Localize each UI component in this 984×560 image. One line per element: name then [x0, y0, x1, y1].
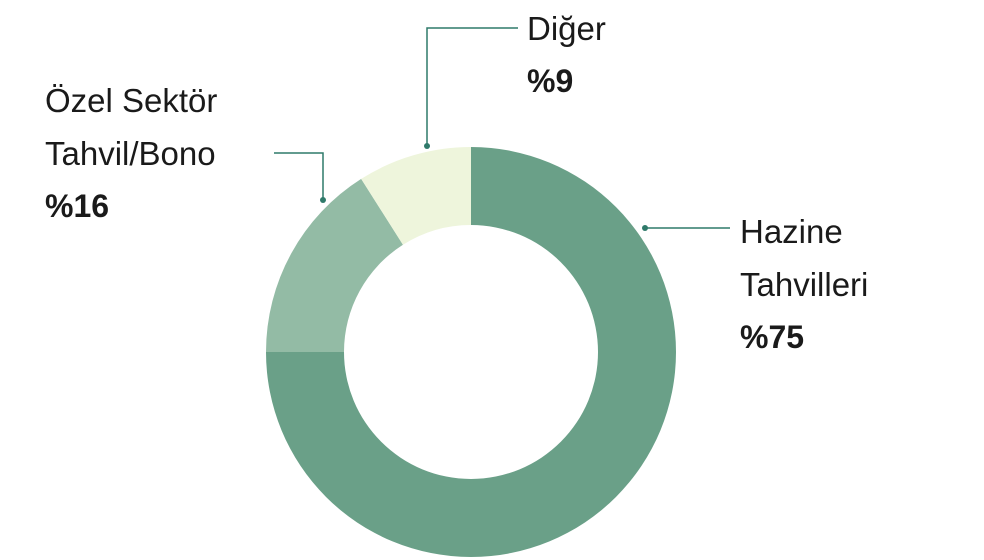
- leader-line: [274, 152, 324, 200]
- donut-slice: [266, 147, 676, 557]
- label-value: %75: [740, 319, 805, 355]
- label-name: Özel Sektör Tahvil/Bono: [45, 82, 218, 172]
- label: Özel Sektör Tahvil/Bono %16: [45, 74, 280, 233]
- donut-slice: [266, 178, 403, 352]
- label-name: Hazine Tahvilleri: [740, 213, 869, 303]
- leader-dot: [424, 143, 430, 149]
- label: Hazine Tahvilleri %75: [740, 205, 925, 364]
- label-name: Diğer: [527, 10, 606, 47]
- label-value: %16: [45, 188, 110, 224]
- leader-line: [426, 27, 518, 146]
- donut-slice: [361, 147, 471, 245]
- leader-dot: [642, 225, 648, 231]
- label-value: %9: [527, 63, 574, 99]
- leader-dot: [320, 197, 326, 203]
- arcs: [266, 147, 676, 557]
- label: Diğer %9: [527, 2, 727, 108]
